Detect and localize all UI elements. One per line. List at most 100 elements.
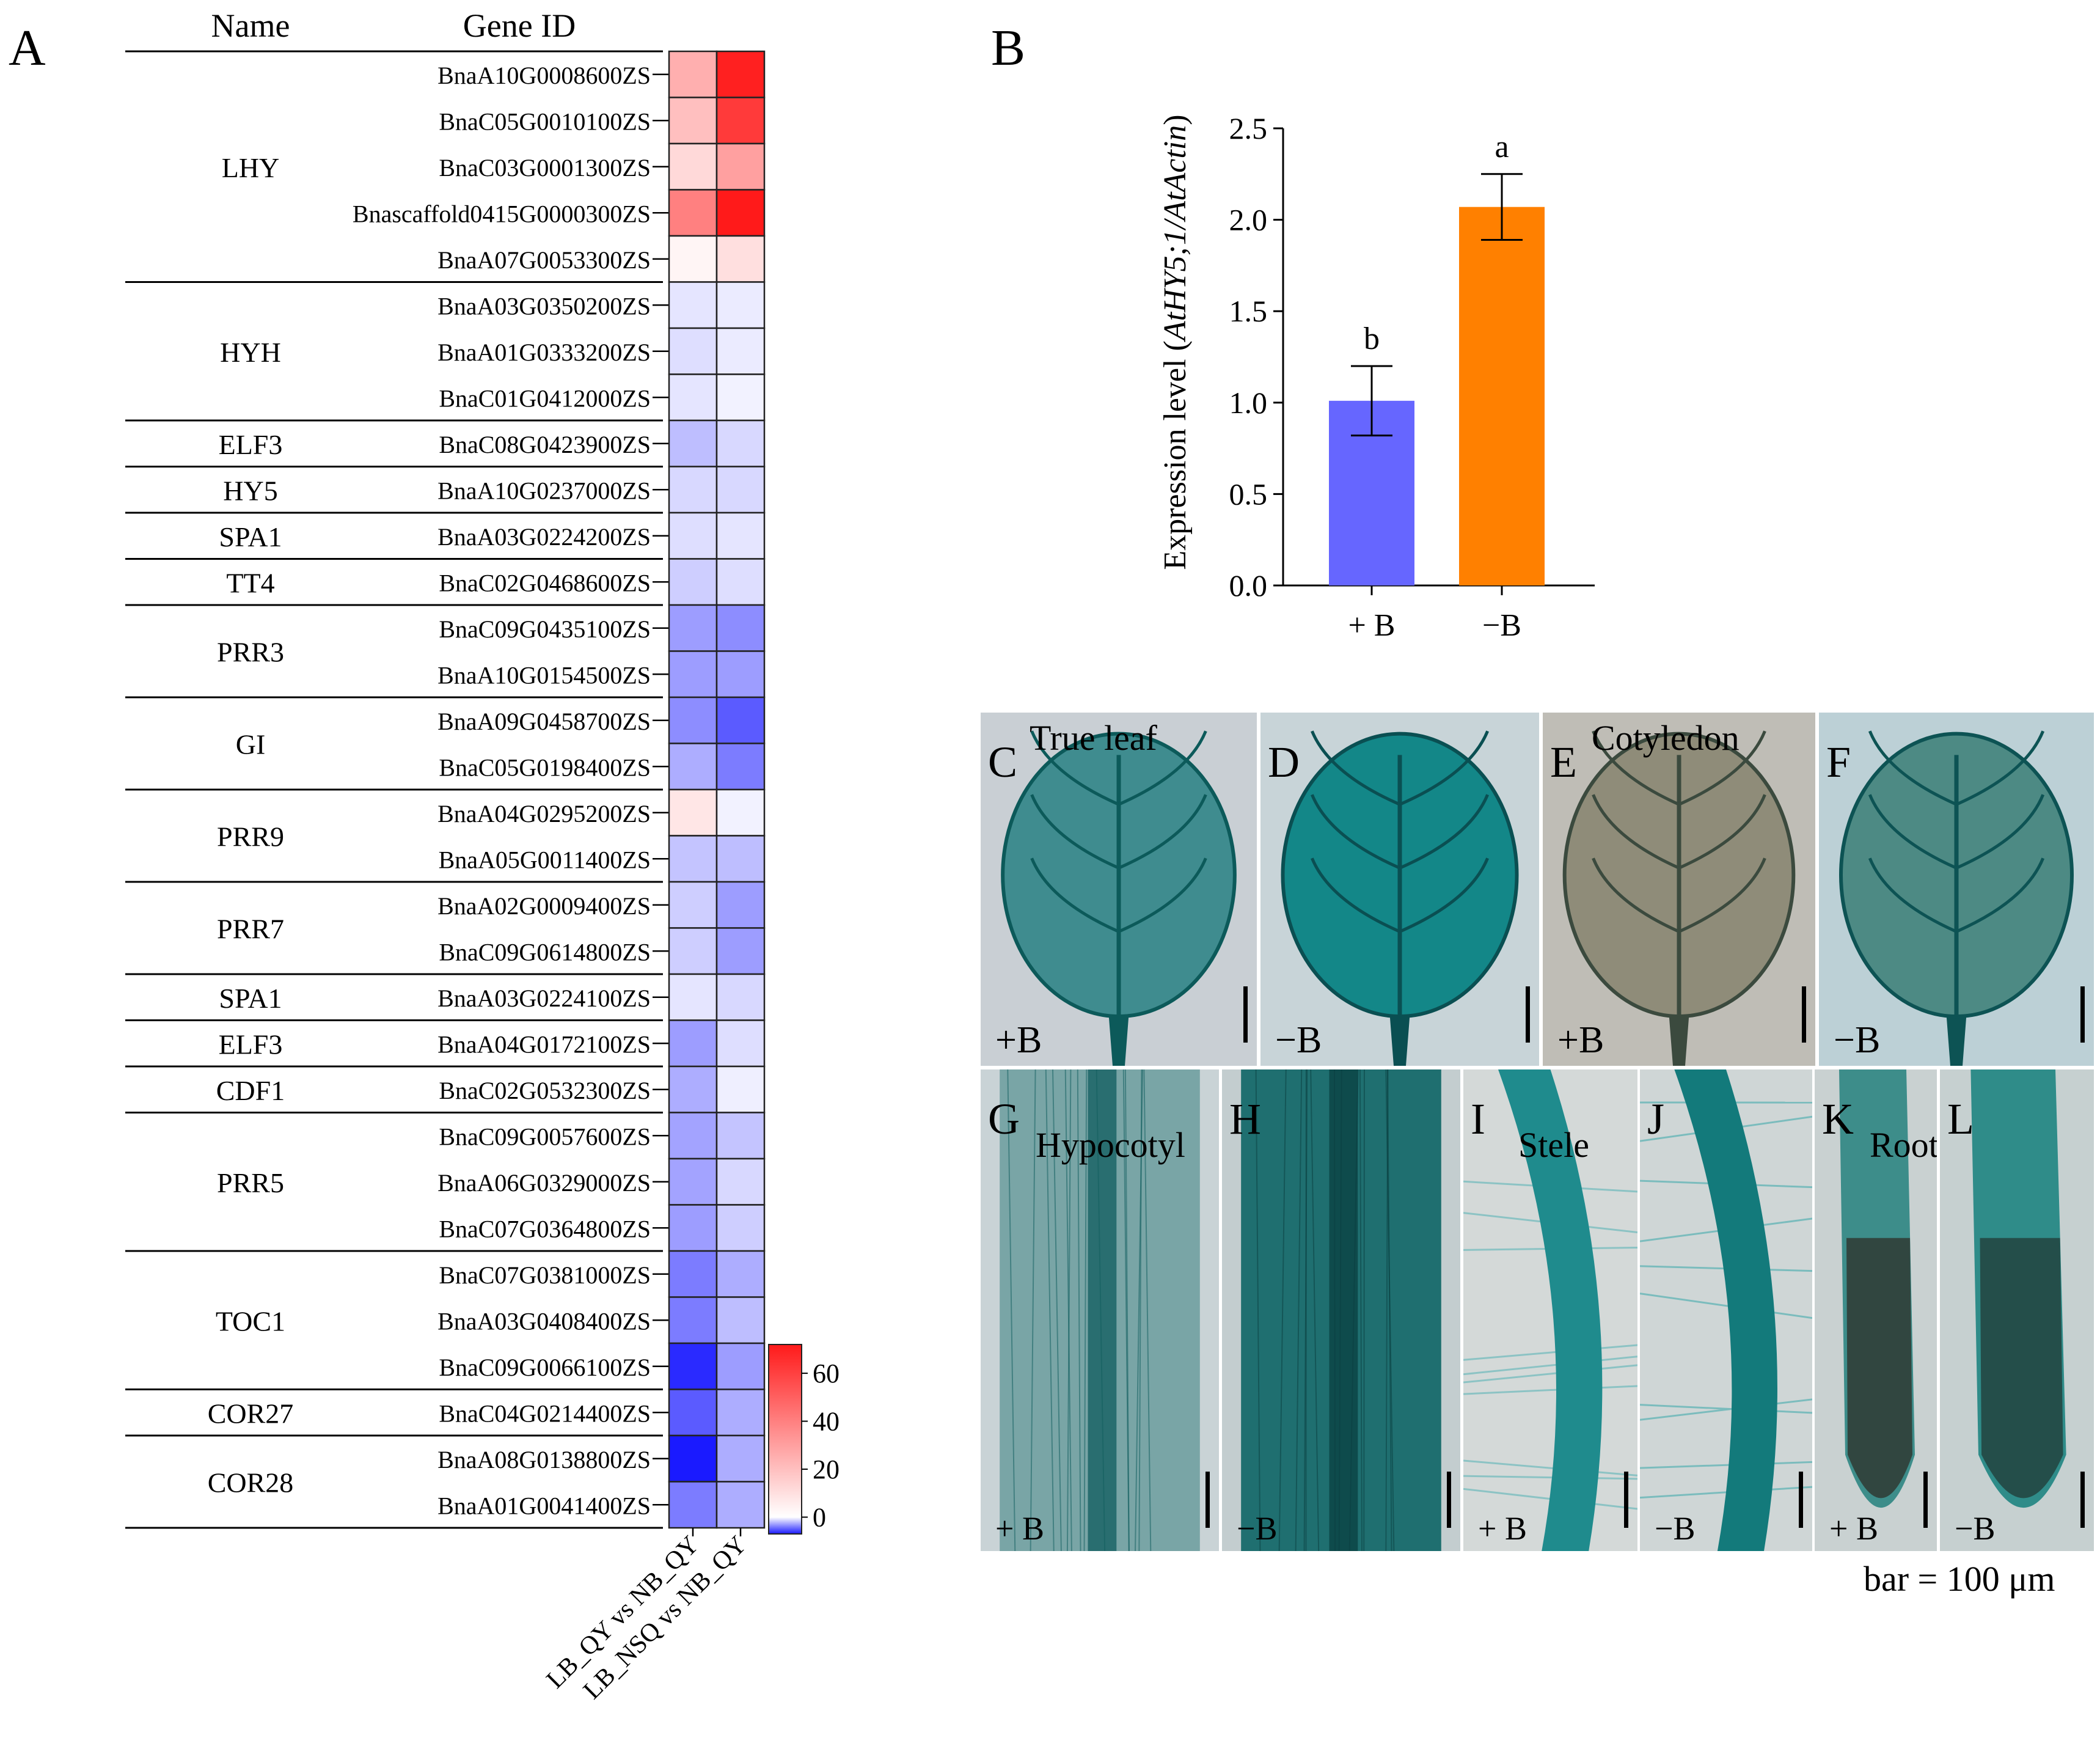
leaf-vein: [1311, 794, 1400, 870]
gene-group-label: TT4: [226, 567, 274, 598]
gene-id-label: BnaA06G0329000ZS: [437, 1169, 651, 1197]
gene-id-label: BnaA10G0008600ZS: [437, 62, 651, 89]
gene-id-label: BnaC05G0010100ZS: [439, 108, 651, 135]
gene-group-label: PRR3: [217, 637, 284, 668]
gene-id-label: BnaA05G0011400ZS: [439, 846, 651, 873]
vascular-strand: [1329, 1069, 1358, 1551]
scale-bar: [1923, 1472, 1928, 1528]
gene-group-label: PRR9: [217, 821, 284, 853]
scale-bar: [1447, 1472, 1451, 1528]
gene-id-label: BnaC07G0381000ZS: [439, 1261, 651, 1289]
gene-id-label: BnaA07G0053300ZS: [437, 246, 651, 274]
heatmap-cell: [668, 281, 718, 329]
stele: [1674, 1069, 1777, 1551]
micrograph-image: [1839, 1069, 1928, 1528]
heatmap-cell: [715, 1019, 766, 1068]
cell-file: [1066, 1069, 1072, 1551]
heatmap-cell: [715, 743, 766, 791]
row2-micrograph: G Hypocotyl + B: [981, 1069, 1219, 1551]
scale-bar: [2080, 986, 2085, 1043]
leaf-vein: [1118, 730, 1207, 806]
gene-id-label: BnaA04G0295200ZS: [437, 800, 651, 827]
leaf-vein: [1399, 794, 1489, 870]
root-hair: [1463, 1385, 1637, 1395]
petiole: [1668, 1002, 1690, 1066]
micrograph-image: [1970, 1069, 2085, 1528]
micrograph-panel-letter: G: [988, 1095, 1020, 1143]
heatmap-cell: [715, 1112, 766, 1160]
cell-file: [1359, 1069, 1363, 1551]
heatmap-cell: [715, 419, 766, 468]
petiole: [1389, 1002, 1411, 1066]
treatment-label: −B: [1237, 1510, 1278, 1547]
heatmap-cell: [715, 1157, 766, 1206]
cell-file: [1310, 1069, 1320, 1551]
y-tick-label: 2.0: [1229, 203, 1268, 237]
gene-id-label: BnaA08G0138800ZS: [437, 1446, 651, 1473]
gene-id-label: BnaA10G0237000ZS: [437, 477, 651, 504]
gene-group-label: COR28: [208, 1467, 294, 1498]
root-hair: [1463, 1364, 1637, 1384]
micrograph-image: [1640, 1069, 1812, 1551]
heatmap-cell: [668, 788, 718, 837]
gene-group-label: CDF1: [216, 1075, 285, 1106]
gene-id-label: BnaC08G0423900ZS: [439, 431, 651, 458]
leaf-vein: [1030, 730, 1120, 806]
heatmap-cell: [715, 1065, 766, 1113]
leaf-vein: [1678, 730, 1766, 806]
heatmap-cell: [668, 1434, 718, 1483]
micrograph-title: Cotyledon: [1592, 718, 1740, 758]
treatment-label: −B: [1275, 1019, 1322, 1061]
leaf-vein: [1399, 857, 1489, 933]
gene-group-label: ELF3: [219, 1029, 283, 1060]
gene-id-label: BnaC01G0412000ZS: [439, 384, 651, 412]
gene-id-label: BnaA10G0154500ZS: [437, 661, 651, 689]
cell-file: [1030, 1069, 1036, 1551]
gene-group-label: HY5: [223, 475, 277, 506]
heatmap-cell: [668, 1157, 718, 1206]
cell-file: [1083, 1069, 1088, 1551]
heatmap-cell: [668, 189, 718, 237]
heatmap-cell: [715, 1388, 766, 1437]
cell-file: [1052, 1069, 1062, 1551]
scale-bar: [1243, 986, 1248, 1043]
y-tick-label: 1.0: [1229, 386, 1268, 420]
cell-file: [1255, 1069, 1261, 1551]
leaf-vein: [1592, 730, 1680, 806]
micrograph-image: [1241, 1069, 1451, 1551]
heatmap-cell: [715, 881, 766, 929]
scale-bar: [1799, 1472, 1803, 1528]
leaf-vein: [1118, 857, 1207, 933]
cell-file: [1278, 1069, 1287, 1551]
name-column-header: Name: [211, 7, 290, 44]
micrograph-panel-letter: C: [988, 738, 1018, 787]
meristem-zone: [1846, 1238, 1912, 1498]
cell-file: [1385, 1069, 1389, 1551]
leaf-vein: [1955, 857, 2045, 933]
colorbar-tick-label: 0: [813, 1503, 826, 1533]
scale-bar: [1526, 986, 1530, 1043]
gene-id-label: BnaC09G0614800ZS: [439, 938, 651, 966]
treatment-label: + B: [995, 1510, 1044, 1547]
x-tick-label: −B: [1482, 608, 1521, 643]
cell-file: [1045, 1069, 1055, 1551]
micrograph-title: Hypocotyl: [1036, 1125, 1185, 1165]
heatmap-cell: [668, 1065, 718, 1113]
gene-group-label: COR27: [208, 1398, 294, 1429]
heatmap-cell: [715, 558, 766, 606]
heatmap-cell: [668, 835, 718, 883]
petiole: [1945, 1002, 1967, 1066]
heatmap-cell: [668, 1342, 718, 1390]
gene-group-label: LHY: [222, 152, 280, 183]
micrograph-title: Root tip: [1870, 1125, 1937, 1165]
treatment-label: + B: [1829, 1510, 1878, 1547]
cell-file: [1007, 1069, 1016, 1551]
heatmap-cell: [715, 1342, 766, 1390]
heatmap-cell: [668, 1481, 718, 1529]
meristem-zone: [1980, 1238, 2063, 1498]
micrograph-title: Stele: [1518, 1125, 1589, 1165]
panel-b-letter: B: [991, 20, 1026, 76]
micrograph-panel-letter: F: [1826, 738, 1851, 787]
leaf-vein: [1868, 730, 1958, 806]
gene-id-label: BnaC02G0468600ZS: [439, 569, 651, 596]
